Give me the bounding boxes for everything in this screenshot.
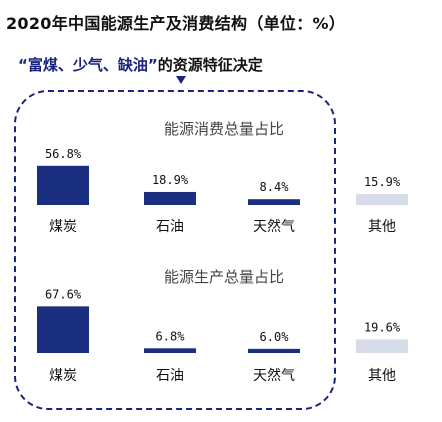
category-label: 其他 xyxy=(368,368,396,384)
bar xyxy=(248,348,300,353)
chart-title: 2020年中国能源生产及消费结构（单位：%） xyxy=(6,14,346,33)
category-label: 煤炭 xyxy=(49,219,77,235)
bar-value-label: 56.8% xyxy=(45,147,82,161)
category-label: 天然气 xyxy=(253,218,295,235)
bar-value-label: 6.8% xyxy=(156,329,186,343)
bar xyxy=(37,165,89,205)
bar xyxy=(248,199,300,205)
bar-value-label: 6.0% xyxy=(260,330,290,344)
bar xyxy=(37,306,89,353)
bar xyxy=(356,339,408,353)
subtitle-rest: 的资源特征决定 xyxy=(157,56,263,74)
bar-value-label: 8.4% xyxy=(260,180,290,194)
category-label: 煤炭 xyxy=(49,368,77,384)
bar xyxy=(356,194,408,205)
bar-value-label: 18.9% xyxy=(152,173,189,187)
bar-value-label: 19.6% xyxy=(364,320,401,334)
coal-oil-gas-frame xyxy=(14,90,336,410)
bar-value-label: 15.9% xyxy=(364,175,401,189)
down-arrow-icon xyxy=(176,76,186,84)
category-label: 天然气 xyxy=(253,367,295,384)
subtitle-quote: “富煤、少气、缺油” xyxy=(18,56,158,74)
category-label: 石油 xyxy=(156,219,184,235)
panel-title: 能源生产总量占比 xyxy=(164,268,284,286)
bar-value-label: 67.6% xyxy=(45,287,82,301)
category-label: 其他 xyxy=(368,219,396,235)
bar xyxy=(144,191,196,205)
category-label: 石油 xyxy=(156,368,184,384)
bar xyxy=(144,348,196,353)
chart-subtitle: “富煤、少气、缺油”的资源特征决定 xyxy=(18,54,263,75)
panel-title: 能源消费总量占比 xyxy=(164,120,284,138)
